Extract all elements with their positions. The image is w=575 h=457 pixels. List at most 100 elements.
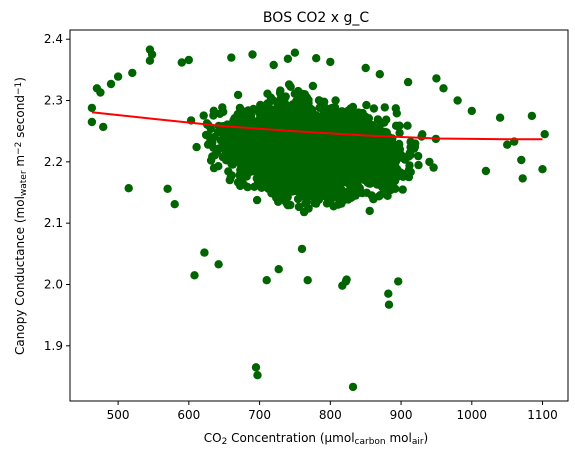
data-point — [342, 275, 351, 284]
data-point — [190, 271, 199, 280]
cloud-point — [235, 113, 244, 122]
cloud-point — [225, 175, 234, 185]
cloud-point — [230, 150, 239, 160]
cloud-point — [314, 143, 323, 152]
cloud-point — [337, 168, 347, 177]
data-point — [290, 48, 300, 57]
cloud-point — [274, 119, 283, 128]
cloud-point — [228, 119, 237, 128]
cloud-point — [221, 141, 230, 150]
point-cloud — [186, 80, 441, 217]
cloud-point — [298, 144, 307, 154]
cloud-point — [302, 93, 312, 102]
cloud-point — [246, 167, 256, 176]
cloud-point — [244, 106, 253, 115]
cloud-point — [307, 144, 316, 153]
cloud-point — [308, 81, 318, 91]
cloud-point — [201, 130, 211, 140]
cloud-point — [346, 104, 355, 113]
cloud-point — [245, 113, 254, 122]
cloud-point — [354, 110, 363, 120]
data-point — [503, 140, 512, 149]
data-point — [297, 244, 307, 254]
cloud-point — [349, 168, 358, 178]
cloud-point — [384, 174, 394, 183]
data-point — [495, 113, 505, 122]
cloud-point — [345, 118, 354, 127]
cloud-point — [307, 118, 317, 127]
cloud-point — [209, 106, 218, 116]
cloud-point — [381, 181, 390, 190]
cloud-point — [282, 199, 292, 208]
cloud-point — [362, 149, 371, 159]
data-point — [439, 84, 448, 93]
cloud-point — [258, 120, 267, 129]
cloud-point — [255, 177, 264, 186]
chart-title: BOS CO2 x g_C — [263, 10, 369, 26]
cloud-point — [326, 111, 335, 121]
data-point — [184, 55, 193, 65]
cloud-point — [276, 136, 286, 145]
cloud-point — [403, 121, 412, 130]
cloud-point — [331, 135, 340, 144]
cloud-point — [345, 136, 355, 146]
cloud-point — [297, 105, 306, 114]
cloud-point — [286, 147, 296, 156]
cloud-point — [287, 116, 296, 125]
data-point — [538, 165, 547, 174]
cloud-point — [369, 104, 379, 113]
cloud-point — [365, 206, 374, 216]
cloud-point — [290, 89, 299, 99]
cloud-point — [308, 132, 318, 141]
cloud-point — [304, 174, 314, 184]
cloud-point — [295, 152, 304, 162]
cloud-point — [219, 130, 228, 139]
cloud-point — [326, 193, 335, 203]
cloud-point — [236, 105, 246, 115]
data-point — [394, 277, 403, 286]
cloud-point — [391, 121, 401, 130]
cloud-point — [333, 114, 342, 124]
data-point — [540, 130, 549, 139]
cloud-point — [239, 180, 249, 189]
cloud-point — [272, 193, 281, 202]
cloud-point — [301, 132, 310, 142]
data-point — [517, 155, 526, 165]
cloud-point — [304, 112, 313, 121]
y-axis-label: Canopy Conductance (molwater m−2 second−… — [13, 77, 29, 355]
cloud-point — [404, 165, 414, 175]
cloud-point — [406, 150, 415, 160]
cloud-point — [363, 178, 372, 187]
cloud-point — [269, 151, 279, 160]
data-point — [214, 260, 223, 269]
data-point — [248, 50, 257, 59]
cloud-point — [391, 163, 401, 172]
cloud-point — [303, 103, 313, 112]
cloud-point — [199, 111, 208, 120]
cloud-point — [417, 132, 426, 141]
cloud-point — [414, 160, 423, 170]
cloud-point — [404, 172, 414, 182]
x-axis-label: CO2 Concentration (μmolcarbon molair) — [204, 431, 428, 447]
data-point — [200, 248, 209, 257]
cloud-point — [357, 168, 366, 178]
cloud-point — [359, 119, 368, 129]
data-point — [384, 300, 394, 309]
data-point — [518, 174, 527, 183]
cloud-point — [425, 157, 434, 167]
cloud-point — [362, 100, 371, 110]
cloud-point — [218, 153, 228, 162]
data-point — [481, 166, 491, 176]
data-point — [303, 276, 312, 285]
x-tick-label: 800 — [319, 408, 342, 422]
y-tick-label: 1.9 — [44, 339, 63, 353]
cloud-point — [256, 100, 265, 110]
cloud-point — [314, 96, 324, 105]
x-tick-label: 600 — [177, 408, 200, 422]
cloud-point — [295, 161, 304, 171]
data-point — [106, 79, 116, 89]
cloud-point — [333, 200, 343, 209]
cloud-point — [314, 175, 323, 184]
cloud-point — [352, 160, 361, 169]
